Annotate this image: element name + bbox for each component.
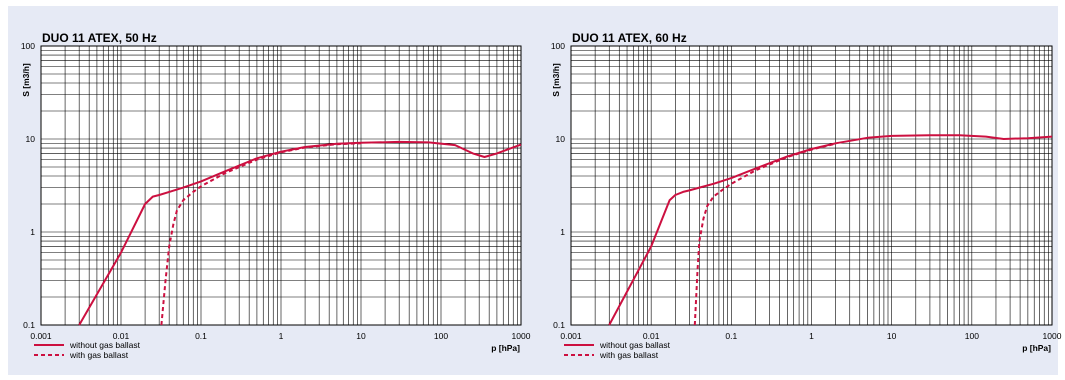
series-line-without-gas-ballast — [78, 140, 522, 326]
legend-label: with gas ballast — [69, 350, 129, 360]
plot-border — [570, 45, 1053, 326]
x-tick-label: 0.01 — [643, 331, 660, 341]
x-tick-label: 1000 — [1043, 331, 1062, 341]
series-line-with-gas-ballast — [693, 142, 836, 326]
chart-title: DUO 11 ATEX, 60 Hz — [572, 31, 687, 45]
x-tick-label: 1 — [279, 331, 284, 341]
y-axis-label: S [m3/h] — [551, 63, 561, 97]
y-tick-label: 1 — [560, 227, 565, 237]
y-tick-label: 10 — [556, 134, 566, 144]
x-axis-label: p [hPa] — [1022, 343, 1051, 353]
series-line-without-gas-ballast — [608, 134, 1053, 326]
x-tick-label: 0.001 — [560, 331, 582, 341]
x-tick-label: 1000 — [512, 331, 531, 341]
plot-border — [40, 45, 522, 326]
x-tick-label: 100 — [965, 331, 979, 341]
legend-label: without gas ballast — [69, 340, 141, 350]
legend-label: with gas ballast — [599, 350, 659, 360]
x-tick-label: 0.1 — [725, 331, 737, 341]
y-tick-label: 1 — [30, 227, 35, 237]
x-tick-label: 1 — [809, 331, 814, 341]
chart-title: DUO 11 ATEX, 50 Hz — [42, 31, 157, 45]
y-tick-label: 10 — [26, 134, 36, 144]
legend-label: without gas ballast — [599, 340, 671, 350]
x-tick-label: 0.1 — [195, 331, 207, 341]
x-tick-label: 10 — [887, 331, 897, 341]
y-tick-label: 0.1 — [23, 320, 35, 330]
x-tick-label: 0.01 — [113, 331, 130, 341]
x-tick-label: 10 — [356, 331, 366, 341]
x-axis-label: p [hPa] — [491, 343, 520, 353]
y-tick-label: 100 — [21, 41, 35, 51]
y-tick-label: 0.1 — [553, 320, 565, 330]
y-axis-label: S [m3/h] — [21, 63, 31, 97]
x-tick-label: 100 — [434, 331, 448, 341]
x-tick-label: 0.001 — [30, 331, 52, 341]
y-tick-label: 100 — [551, 41, 565, 51]
